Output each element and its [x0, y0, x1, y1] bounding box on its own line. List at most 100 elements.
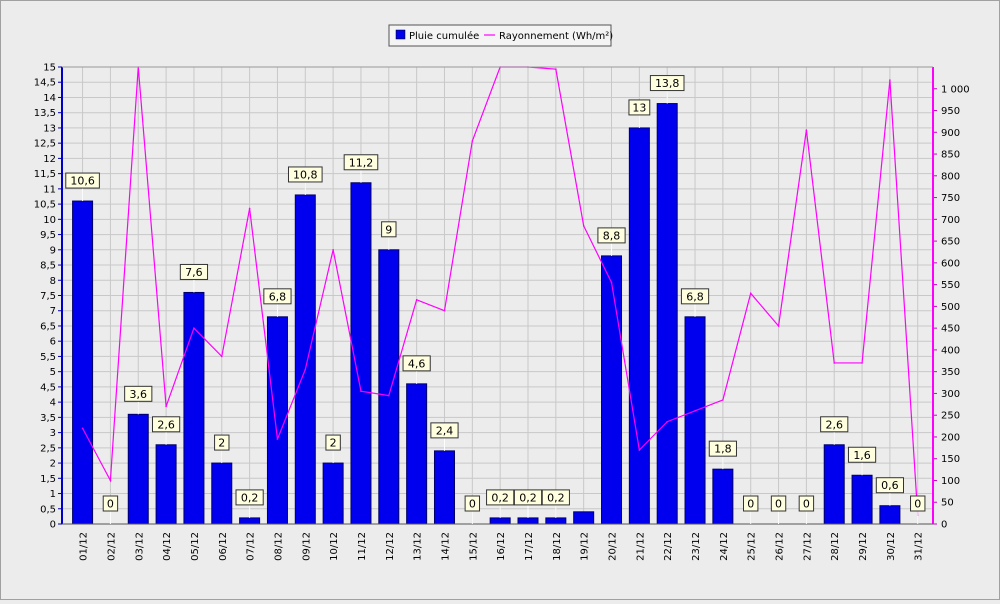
x-tick-label: 18/12 — [552, 532, 563, 561]
data-label-box — [798, 495, 815, 512]
data-label-box — [430, 422, 459, 439]
bar — [517, 517, 539, 525]
y-right-tick-label: 1 000 — [941, 84, 970, 95]
x-tick-label: 06/12 — [218, 532, 229, 561]
data-label: 0,6 — [881, 479, 899, 492]
x-tick-label: 15/12 — [468, 532, 479, 561]
line-point — [666, 420, 668, 423]
legend-box — [388, 24, 612, 47]
data-label-box — [708, 440, 737, 457]
data-label: 0 — [469, 498, 476, 511]
line-point — [889, 79, 891, 81]
line-point — [833, 362, 836, 364]
y-left-tick-label: 12,5 — [34, 139, 56, 150]
y-left-tick-label: 6 — [50, 337, 56, 348]
y-left-tick-label: 1,5 — [40, 474, 56, 485]
line-point — [360, 390, 362, 393]
x-tick-label: 02/12 — [106, 532, 117, 561]
y-right-tick-label: 150 — [941, 454, 960, 465]
y-left-tick-label: 13 — [43, 123, 56, 134]
bar — [601, 255, 623, 525]
line-point — [415, 299, 418, 301]
data-label-box — [179, 263, 209, 280]
data-label: 0 — [747, 498, 754, 511]
bar — [823, 444, 845, 525]
data-label: 10,6 — [70, 175, 95, 188]
axes: 00,511,522,533,544,555,566,577,588,599,5… — [34, 63, 970, 561]
line-point — [471, 140, 474, 142]
y-left-tick-label: 3 — [50, 428, 56, 439]
data-label: 1,6 — [853, 449, 871, 462]
y-left-tick-label: 10,5 — [34, 200, 56, 211]
bar — [712, 468, 734, 525]
data-label: 13 — [632, 101, 646, 114]
y-left-tick-label: 7 — [50, 306, 56, 317]
data-label-box — [628, 99, 651, 116]
data-label-box — [214, 434, 230, 451]
line-point — [220, 355, 223, 358]
y-right-tick-label: 400 — [941, 345, 960, 356]
x-tick-label: 09/12 — [301, 532, 312, 561]
data-label: 9 — [385, 223, 392, 236]
bar — [879, 505, 901, 525]
bar — [183, 291, 205, 525]
x-tick-label: 10/12 — [329, 532, 340, 561]
data-label-box — [124, 385, 153, 402]
line-point — [248, 207, 251, 210]
bar — [656, 103, 678, 525]
line-point — [193, 327, 195, 329]
y-right-tick-label: 500 — [941, 302, 960, 313]
data-label: 6,8 — [686, 290, 704, 303]
x-tick-label: 29/12 — [858, 532, 869, 561]
data-label: 1,8 — [714, 443, 732, 456]
y-left-tick-label: 9,5 — [40, 230, 56, 241]
data-label: 2 — [218, 437, 225, 450]
data-label-box — [464, 495, 481, 512]
y-right-tick-label: 200 — [941, 432, 960, 443]
grid-lines — [62, 66, 933, 525]
x-tick-label: 23/12 — [691, 532, 702, 561]
data-label-box — [875, 477, 905, 494]
line-point — [749, 292, 752, 295]
line-point — [109, 479, 112, 482]
y-left-tick-label: 8 — [50, 276, 56, 287]
data-label-box — [910, 495, 926, 512]
y-right-tick-label: 600 — [941, 258, 960, 269]
x-tick-label: 03/12 — [134, 532, 145, 561]
y-left-tick-label: 1 — [50, 489, 56, 500]
x-tick-label: 07/12 — [246, 532, 257, 561]
x-tick-label: 16/12 — [496, 532, 507, 561]
data-label: 2,6 — [157, 418, 175, 431]
y-left-tick-label: 10 — [43, 215, 56, 226]
y-left-tick-label: 11 — [43, 184, 56, 195]
y-left-tick-label: 5,5 — [40, 352, 56, 363]
x-tick-label: 04/12 — [162, 532, 173, 561]
x-tick-label: 28/12 — [830, 532, 841, 561]
y-left-tick-label: 8,5 — [40, 261, 56, 272]
y-left-tick-label: 11,5 — [34, 169, 56, 180]
y-left-tick-label: 14 — [43, 93, 56, 104]
bar-series — [72, 103, 901, 525]
y-right-tick-label: 350 — [941, 367, 960, 378]
legend-bar-swatch — [395, 29, 406, 40]
line-point — [610, 281, 613, 284]
data-label: 0 — [775, 498, 782, 511]
data-label-box — [597, 227, 626, 244]
data-label-box — [151, 416, 181, 433]
y-left-tick-label: 2 — [50, 459, 56, 470]
line-point — [332, 249, 334, 251]
bar — [684, 316, 706, 525]
y-right-tick-label: 700 — [941, 215, 960, 226]
y-left-tick-label: 12 — [43, 154, 56, 165]
y-left-tick-label: 7,5 — [40, 291, 56, 302]
x-tick-label: 11/12 — [357, 532, 368, 561]
bar — [378, 249, 400, 525]
line-point — [165, 405, 167, 408]
data-label-box — [102, 495, 119, 512]
x-tick-label: 12/12 — [385, 532, 396, 561]
x-tick-label: 08/12 — [273, 532, 284, 561]
y-right-tick-label: 750 — [941, 193, 960, 204]
bar — [239, 517, 261, 525]
bar — [545, 517, 567, 525]
